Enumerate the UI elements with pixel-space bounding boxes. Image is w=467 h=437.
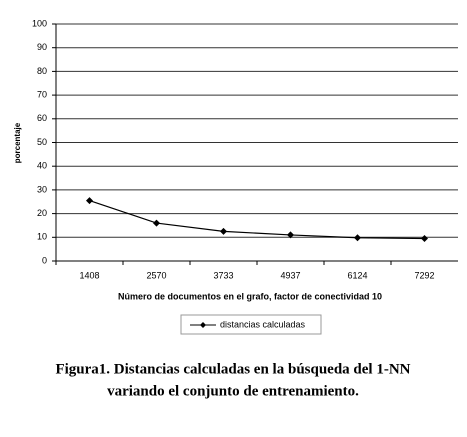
- y-tick-label: 60: [37, 113, 47, 123]
- y-tick-label: 10: [37, 232, 47, 242]
- y-tick-label: 70: [37, 89, 47, 99]
- point: [153, 219, 160, 227]
- y-tick-label: 30: [37, 184, 47, 194]
- x-tick-label: 4937: [280, 270, 300, 280]
- y-tick-label: 80: [37, 66, 47, 76]
- y-tick-label: 100: [32, 18, 47, 28]
- x-tick-label: 2570: [146, 270, 166, 280]
- x-tick-label: 3733: [213, 270, 233, 280]
- y-tick-label: 40: [37, 161, 47, 171]
- y-axis-label: porcentaje: [13, 122, 22, 163]
- point: [421, 234, 428, 242]
- x-tick-label: 7292: [414, 270, 434, 280]
- caption-line: Figura1. Distancias calculadas en la bús…: [55, 361, 410, 377]
- x-axis-label: Número de documentos en el grafo, factor…: [118, 291, 382, 301]
- x-tick-label: 6124: [347, 270, 367, 280]
- y-tick-label: 50: [37, 137, 47, 147]
- series-line: [89, 199, 425, 240]
- point: [220, 227, 227, 235]
- caption-line: variando el conjunto de entrenamiento.: [107, 383, 359, 399]
- legend-marker: [200, 322, 206, 328]
- legend-label: distancias calculadas: [220, 319, 306, 329]
- point: [354, 234, 361, 242]
- y-tick-label: 90: [37, 42, 47, 52]
- y-tick-label: 20: [37, 208, 47, 218]
- point: [86, 197, 93, 205]
- x-tick-label: 1408: [79, 270, 99, 280]
- y-tick-label: 0: [42, 255, 47, 265]
- point: [287, 231, 294, 239]
- legend-box: [180, 314, 322, 335]
